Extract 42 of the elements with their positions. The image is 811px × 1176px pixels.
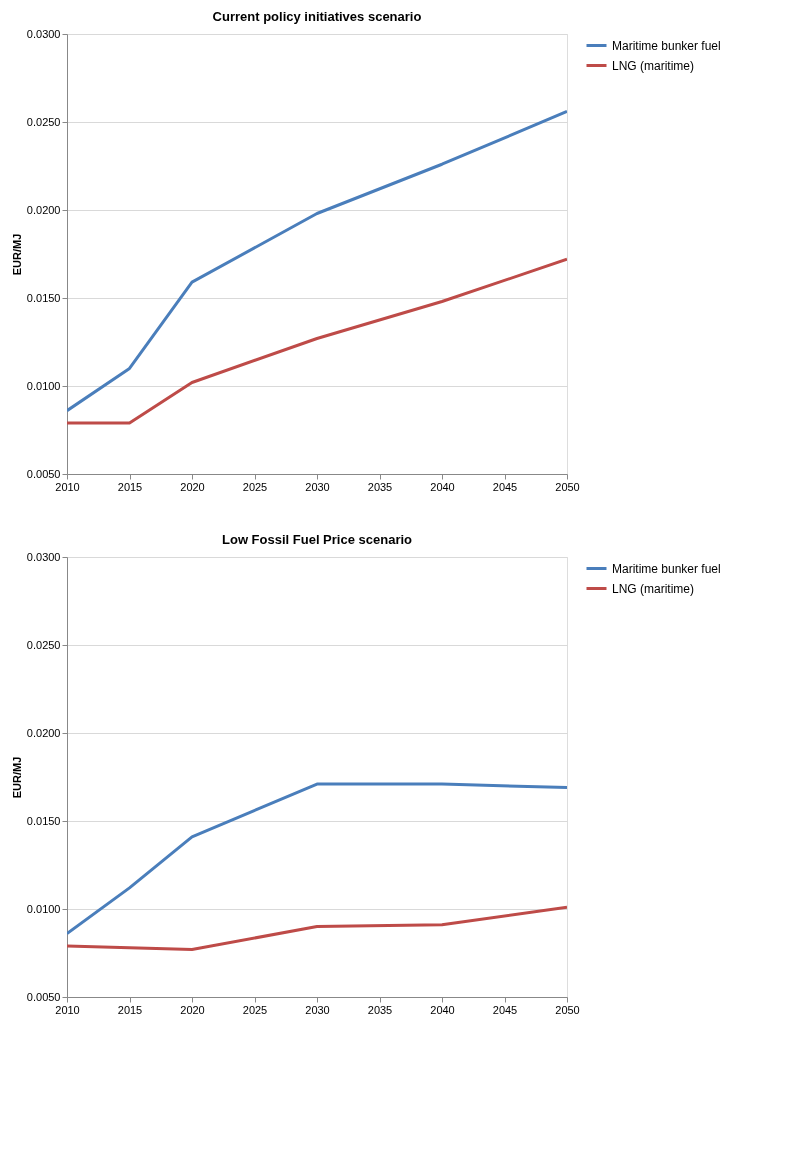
legend-label: LNG (maritime) — [612, 58, 695, 73]
line-series — [67, 109, 567, 413]
y-tick-label: 0.0150 — [26, 291, 61, 304]
x-tick-label: 2015 — [117, 1003, 143, 1016]
y-tick-label: 0.0300 — [26, 550, 61, 563]
y-tick-label: 0.0200 — [26, 203, 61, 216]
x-tick-label: 2025 — [242, 1003, 268, 1016]
legend-label: Maritime bunker fuel — [612, 38, 721, 53]
y-tick-label: 0.0050 — [26, 467, 61, 480]
x-tick-label: 2010 — [55, 1003, 80, 1016]
x-tick-label: 2045 — [492, 480, 518, 493]
x-tick-label: 2050 — [555, 1003, 580, 1016]
x-tick-label: 2010 — [55, 480, 80, 493]
chart-title: Low Fossil Fuel Price scenario — [221, 532, 413, 547]
x-tick-label: 2030 — [305, 480, 330, 493]
y-tick-label: 0.0250 — [26, 115, 61, 128]
x-tick-label: 2035 — [367, 480, 393, 493]
y-axis-title: EUR/MJ — [10, 233, 23, 276]
y-tick-label: 0.0150 — [26, 814, 61, 827]
x-tick-label: 2035 — [367, 1003, 393, 1016]
y-tick-label: 0.0200 — [26, 726, 61, 739]
y-axis-title: EUR/MJ — [10, 756, 23, 799]
y-tick-label: 0.0100 — [26, 379, 61, 392]
line-series — [67, 257, 567, 425]
y-tick-label: 0.0300 — [26, 27, 61, 40]
x-tick-label: 2050 — [555, 480, 580, 493]
x-tick-label: 2045 — [492, 1003, 518, 1016]
line-series — [67, 905, 567, 951]
x-tick-label: 2040 — [430, 480, 455, 493]
legend-label: LNG (maritime) — [612, 581, 695, 596]
x-tick-label: 2030 — [305, 1003, 330, 1016]
chart-title: Current policy initiatives scenario — [212, 9, 422, 24]
legend-label: Maritime bunker fuel — [612, 561, 721, 576]
x-tick-label: 2025 — [242, 480, 268, 493]
x-tick-label: 2020 — [180, 480, 205, 493]
y-tick-label: 0.0100 — [26, 902, 61, 915]
y-tick-label: 0.0250 — [26, 638, 61, 651]
y-tick-label: 0.0050 — [26, 990, 61, 1003]
x-tick-label: 2020 — [180, 1003, 205, 1016]
line-series — [67, 782, 567, 936]
x-tick-label: 2015 — [117, 480, 143, 493]
x-tick-label: 2040 — [430, 1003, 455, 1016]
